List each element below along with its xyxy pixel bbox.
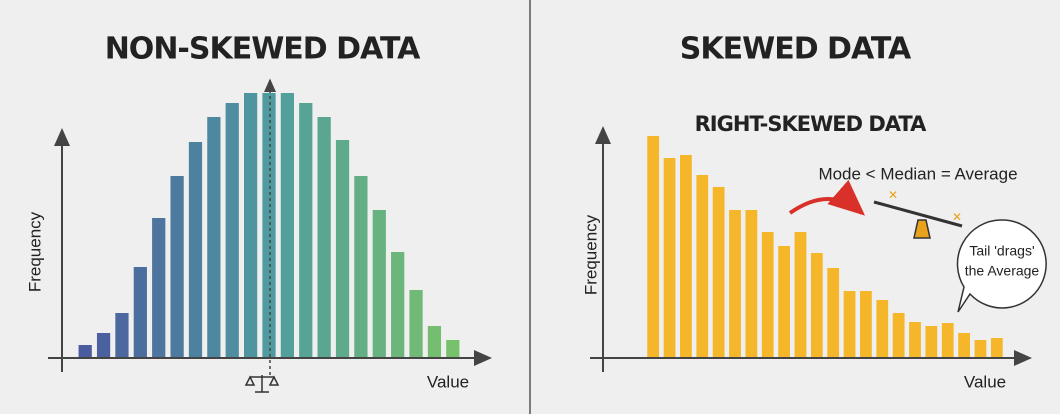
bar: [96, 333, 111, 358]
chart-title: SKEWED DATA: [680, 32, 912, 67]
svg-text:✕: ✕: [952, 210, 962, 224]
seesaw-icon: ✕ ✕: [873, 188, 963, 239]
bar: [262, 93, 276, 358]
y-axis-label: Frequency: [25, 211, 44, 292]
bar: [354, 176, 368, 358]
bar: [941, 323, 954, 358]
bar: [446, 340, 460, 358]
balance-icon: [244, 375, 280, 393]
bar: [427, 326, 442, 358]
annotation: Mode < Median = Average: [818, 164, 1017, 183]
bar: [745, 210, 758, 358]
bar: [133, 267, 147, 358]
callout-line: the Average: [965, 263, 1040, 279]
bar: [778, 246, 790, 358]
chart-subtitle: RIGHT-SKEWED DATA: [695, 112, 927, 136]
bar: [729, 210, 741, 358]
svg-text:✕: ✕: [888, 188, 898, 202]
bar: [925, 326, 938, 358]
bar: [696, 175, 709, 358]
bar: [712, 187, 725, 358]
bar: [299, 103, 313, 358]
x-axis-label: Value: [427, 372, 469, 391]
bar: [827, 268, 840, 358]
bar: [409, 290, 423, 358]
bar: [317, 117, 331, 358]
bar: [958, 333, 970, 358]
y-axis-label: Frequency: [581, 214, 600, 295]
chart-title: NON-SKEWED DATA: [105, 32, 421, 67]
arrow: [788, 179, 866, 216]
bar: [391, 252, 405, 358]
bar: [244, 93, 258, 358]
left-panel: NON-SKEWED DATA Frequency Value: [25, 32, 492, 393]
bar: [876, 300, 889, 358]
bar: [225, 103, 239, 358]
callout-line: Tail 'drags': [969, 243, 1034, 259]
x-axis-label: Value: [964, 372, 1006, 391]
bar: [843, 291, 856, 358]
bar: [115, 313, 129, 358]
bar: [680, 155, 692, 358]
bar: [663, 158, 676, 358]
bar: [170, 176, 184, 358]
bar: [152, 218, 166, 358]
callout-bubble: Tail 'drags' the Average: [956, 219, 1047, 313]
bar: [207, 117, 221, 358]
right-panel: SKEWED DATA RIGHT-SKEWED DATA Frequency …: [581, 32, 1047, 391]
bar: [280, 93, 294, 358]
bar: [990, 338, 1003, 358]
bar: [647, 136, 660, 358]
bar: [892, 313, 905, 358]
bar: [761, 232, 774, 358]
bar: [188, 142, 203, 358]
bar: [909, 322, 921, 358]
bar: [794, 232, 807, 358]
bar: [78, 345, 92, 358]
bar: [974, 340, 987, 358]
bar: [335, 140, 350, 358]
bar: [810, 253, 823, 358]
bar: [860, 291, 872, 358]
bar: [372, 210, 386, 358]
